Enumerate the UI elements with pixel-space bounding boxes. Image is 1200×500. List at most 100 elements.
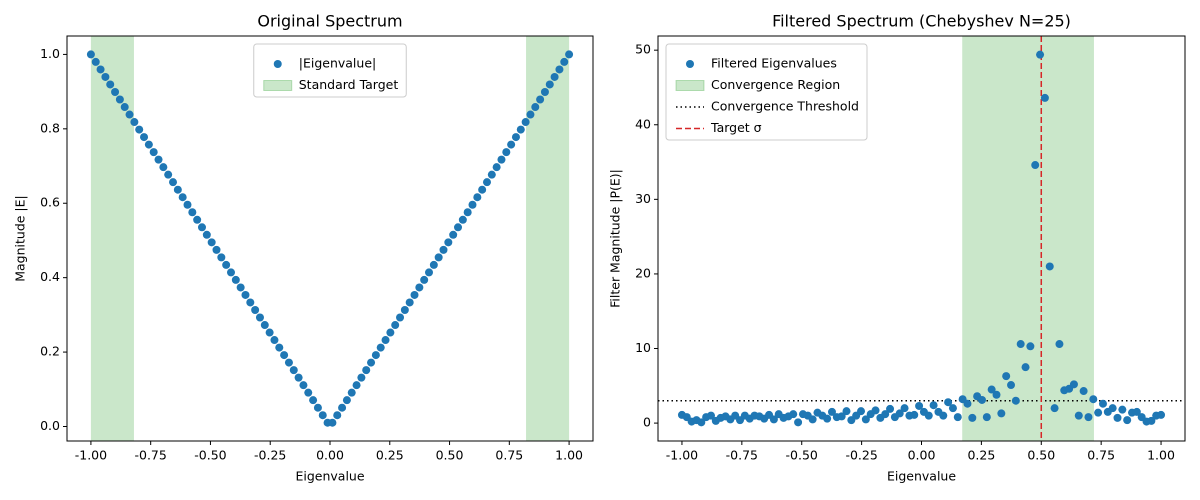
data-point [164,170,173,179]
data-point [106,80,115,89]
data-point [400,305,409,314]
data-point [827,407,836,416]
data-point [1084,413,1093,422]
data-point [1094,408,1103,417]
data-point [289,366,298,375]
legend-patch [675,80,705,91]
data-point [338,403,347,412]
data-point [241,290,250,299]
x-tick-label: 1.00 [555,448,583,463]
data-point [313,403,322,412]
x-tick-label: 0.75 [495,448,523,463]
data-point [202,230,211,239]
data-point [560,57,569,66]
data-point [968,413,977,422]
data-point [1021,363,1030,372]
shaded-region [90,36,134,441]
data-point [545,80,554,89]
data-point [328,418,337,427]
data-point [376,343,385,352]
data-point [439,245,448,254]
data-point [1055,340,1064,349]
data-point [260,321,269,330]
data-point [565,50,574,59]
data-point [115,95,124,104]
x-axis-label: Eigenvalue [295,469,364,484]
x-tick-label: 0.25 [376,448,404,463]
y-tick-label: 1.0 [40,46,60,61]
data-point [265,328,274,337]
data-point [130,118,139,127]
data-point [246,298,255,307]
data-point [492,163,501,172]
data-point [1069,380,1078,389]
data-point [251,305,260,314]
data-point [159,163,168,172]
data-point [183,200,192,209]
data-point [275,343,284,352]
data-point [944,398,953,407]
legend-box [665,43,868,141]
data-point [169,178,178,187]
x-tick-label: 0.50 [1027,448,1055,463]
data-point [910,410,919,419]
y-tick-label: 0.4 [40,269,60,284]
data-point [284,358,293,367]
data-point [255,313,264,322]
x-tick-label: -0.25 [254,448,286,463]
y-tick-label: 0.2 [40,344,60,359]
shaded-region [962,36,1094,441]
data-point [794,418,803,427]
chart-title: Original Spectrum [257,12,402,31]
data-point [347,388,356,397]
data-point [963,399,972,408]
data-point [367,358,376,367]
data-point [111,87,120,96]
x-tick-label: -0.75 [135,448,167,463]
data-point [463,208,472,217]
data-point [299,381,308,390]
data-point [125,110,134,119]
y-tick-label: 10 [635,340,651,355]
data-point [977,395,986,404]
data-point [473,193,482,202]
data-point [482,178,491,187]
data-point [521,118,530,127]
y-tick-label: 0.8 [40,120,60,135]
y-tick-label: 0 [643,415,651,430]
data-point [318,411,327,420]
subplot: Filtered Spectrum (Chebyshev N=25) Eigenv… [608,12,1186,484]
data-point [540,87,549,96]
x-tick-label: 0.25 [967,448,995,463]
data-point [697,418,706,427]
data-point [526,110,535,119]
data-point [135,125,144,134]
data-point [1011,396,1020,405]
data-point [415,283,424,292]
data-point [173,185,182,194]
data-point [842,407,851,416]
data-point [1002,372,1011,381]
legend-label: Standard Target [299,77,399,92]
data-point [1132,407,1141,416]
data-point [1074,411,1083,420]
data-point [425,268,434,277]
data-point [871,406,880,415]
data-point [895,409,904,418]
x-tick-label: -0.75 [726,448,758,463]
y-tick-label: 40 [635,116,651,131]
data-point [120,103,129,112]
data-point [217,253,226,262]
legend-label: Convergence Threshold [711,99,859,114]
data-point [391,321,400,330]
data-point [550,72,559,81]
data-point [449,230,458,239]
data-point [1157,410,1166,419]
data-point [154,155,163,164]
data-point [222,260,231,269]
legend-label: Convergence Region [711,77,840,92]
data-point [178,193,187,202]
x-tick-label: 1.00 [1147,448,1175,463]
x-tick-label: -0.50 [194,448,226,463]
data-point [939,411,948,420]
